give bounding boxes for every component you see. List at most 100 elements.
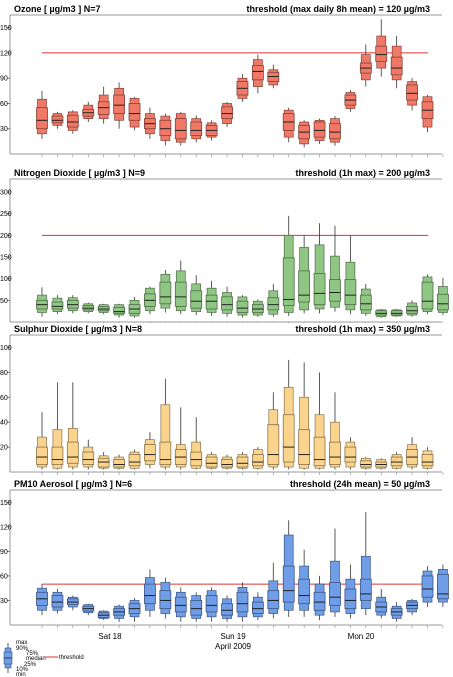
panel-title: Nitrogen Dioxide [ µg/m3 ] N=9 [14, 168, 145, 178]
box-iqr [406, 305, 418, 314]
box-27 [437, 564, 449, 607]
legend-label: 10% [16, 667, 29, 673]
box-16 [267, 392, 280, 470]
box-iqr [298, 429, 311, 465]
box-iqr [406, 84, 418, 101]
box-iqr [97, 457, 110, 468]
box-iqr [313, 591, 326, 611]
box-1 [36, 90, 48, 139]
box-iqr [174, 118, 187, 140]
box-iqr [390, 456, 403, 467]
box-iqr [113, 306, 125, 314]
y-tick-label: 50 [0, 298, 8, 305]
box-iqr [236, 591, 249, 613]
box-21 [344, 564, 357, 619]
box-iqr [313, 436, 326, 467]
y-tick-label: 150 [0, 500, 12, 507]
y-tick-label: 120 [0, 524, 12, 531]
box-iqr [128, 103, 141, 121]
box-iqr [66, 114, 79, 128]
y-tick-label: 20 [0, 445, 8, 452]
box-iqr [190, 121, 203, 136]
box-iqr [359, 460, 372, 468]
box-14 [236, 582, 249, 622]
y-tick-label: 60 [0, 101, 8, 108]
box-16 [267, 283, 280, 317]
box-iqr [221, 459, 233, 468]
box-13 [221, 454, 233, 470]
y-tick-label: 80 [0, 370, 8, 377]
box-25 [406, 78, 418, 111]
box-8 [144, 286, 156, 315]
threshold-label: threshold (24h mean) = 50 µg/m3 [290, 479, 430, 489]
box-3 [66, 595, 79, 611]
y-tick-label: 120 [0, 50, 12, 57]
box-4 [82, 439, 95, 470]
box-iqr [51, 446, 64, 465]
box-iqr [36, 446, 48, 465]
box-2 [51, 111, 64, 129]
y-tick-label: 30 [0, 126, 8, 133]
box-24 [390, 36, 403, 89]
box-3 [66, 295, 79, 314]
box-21 [344, 235, 357, 315]
box-iqr [390, 56, 403, 76]
box-4 [82, 101, 95, 122]
threshold-label: threshold (1h max) = 200 µg/m3 [296, 168, 430, 178]
y-tick-label: 60 [0, 395, 8, 402]
box-iqr [344, 446, 357, 463]
box-18 [298, 549, 311, 617]
panel-title: Ozone [ µg/m3 ] N=7 [14, 4, 100, 14]
box-8 [144, 107, 156, 139]
y-tick-label: 250 [0, 211, 12, 218]
box-26 [421, 447, 434, 470]
box-1 [36, 287, 48, 317]
box-iqr [344, 279, 357, 306]
box-16 [267, 562, 280, 619]
box-9 [159, 577, 172, 619]
box-iqr [313, 273, 326, 306]
panel-3: Sulphur Dioxide [ µg/m3 ] N=8 threshold (… [0, 323, 453, 475]
box-iqr [282, 565, 295, 603]
box-iqr [205, 456, 218, 468]
box-22 [359, 283, 372, 316]
box-11 [190, 115, 203, 143]
box-25 [406, 437, 418, 470]
box-iqr [359, 294, 372, 311]
legend-label: max [16, 640, 27, 646]
y-tick-label: 150 [0, 25, 12, 32]
panel-title: PM10 Aerosol [ µg/m3 ] N=6 [14, 479, 132, 489]
box-p10-p90 [160, 404, 171, 468]
box-22 [359, 512, 372, 616]
panel-2: Nitrogen Dioxide [ µg/m3 ] N=9 threshold … [0, 167, 453, 325]
x-axis-labels: Sat 18 Sun 19 Mon 20 April 2009 [98, 632, 374, 651]
box-23 [375, 19, 388, 77]
box-15 [251, 299, 264, 317]
box-10 [174, 407, 187, 470]
box-6 [113, 303, 125, 318]
box-iqr [282, 414, 295, 463]
box-14 [236, 295, 249, 318]
panel-title: Sulphur Dioxide [ µg/m3 ] N=8 [14, 324, 142, 334]
legend-label: 25% [24, 662, 37, 668]
box-10 [174, 260, 187, 315]
panel-title-bar [0, 167, 453, 179]
box-iqr [113, 94, 125, 114]
box-14 [236, 73, 249, 102]
box-20 [329, 528, 341, 617]
box-iqr [144, 444, 156, 462]
panel-title-bar [0, 478, 453, 490]
box-11 [190, 417, 203, 470]
box-5 [97, 452, 110, 470]
box-20 [329, 225, 341, 312]
box-11 [190, 592, 203, 622]
box-iqr [329, 441, 341, 465]
box-7 [128, 598, 141, 622]
threshold-label: threshold (max daily 8h mean) = 120 µg/m… [247, 4, 431, 14]
box-iqr [174, 281, 187, 307]
y-tick-label: 100 [0, 345, 12, 352]
box-iqr [329, 582, 341, 606]
panel-1: Ozone [ µg/m3 ] N=7 threshold (max daily … [0, 3, 453, 157]
box-26 [421, 566, 434, 607]
